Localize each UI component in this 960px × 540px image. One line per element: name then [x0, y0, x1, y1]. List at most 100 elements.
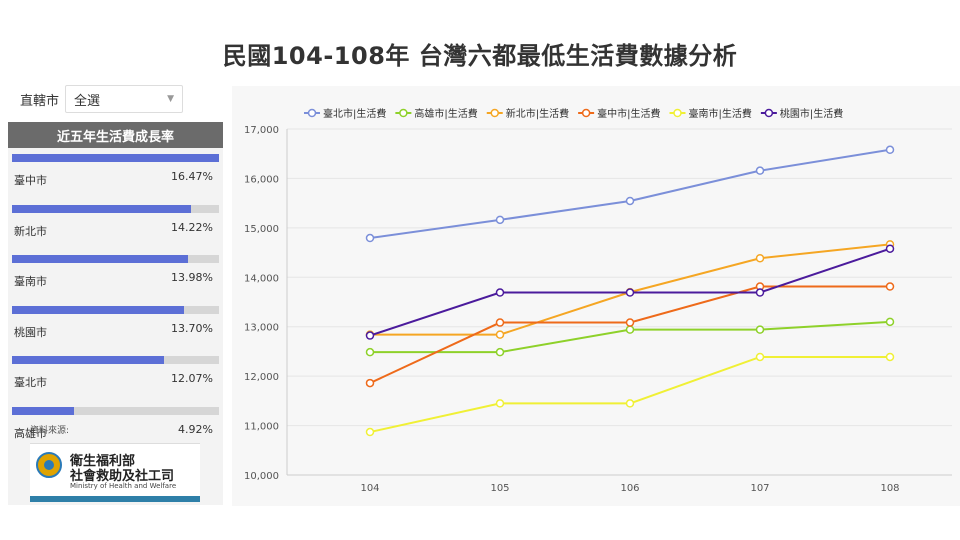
data-point — [625, 399, 635, 408]
rate-value: 13.98% — [171, 271, 213, 284]
y-tick-label: 17,000 — [244, 125, 279, 136]
x-tick-label: 108 — [880, 483, 899, 494]
data-point — [365, 427, 375, 437]
y-tick-label: 10,000 — [244, 471, 279, 482]
y-tick-label: 13,000 — [244, 323, 279, 334]
x-tick-label: 104 — [360, 483, 379, 494]
legend-label: 新北市|生活費 — [506, 107, 569, 120]
rate-bar — [12, 154, 219, 162]
data-point — [495, 288, 505, 297]
page-title: 民國104-108年 台灣六都最低生活費數據分析 — [222, 42, 738, 70]
growth-rate-list: 臺中市 16.47% 新北市 14.22% 臺南市 13.98% 桃園市 13.… — [8, 148, 223, 455]
rate-item: 新北市 14.22% — [12, 204, 219, 254]
logo-org-name: 衛生福利部 — [70, 454, 136, 469]
rate-item: 臺北市 12.07% — [12, 356, 219, 405]
data-point — [885, 145, 895, 155]
rate-bar-fill — [12, 305, 185, 314]
data-point — [495, 330, 505, 339]
legend-swatch-marker — [399, 108, 408, 118]
city-filter: 直轄市 全選 ▼ — [8, 84, 184, 114]
data-point — [625, 288, 635, 297]
rate-city-name: 臺北市 — [14, 376, 47, 389]
rate-bar — [12, 305, 219, 314]
x-tick-label: 106 — [620, 483, 639, 494]
rate-city-name: 新北市 — [14, 224, 47, 238]
city-select-value: 全選 — [74, 93, 101, 109]
legend-label: 臺中市|生活費 — [597, 107, 660, 120]
ministry-logo: 衛生福利部 社會救助及社工司 Ministry of Health and We… — [30, 443, 200, 502]
chevron-down-icon: ▼ — [167, 94, 175, 104]
data-point — [885, 244, 895, 253]
ministry-emblem-icon — [36, 452, 62, 478]
rate-bar-fill — [12, 406, 74, 415]
series-line — [369, 355, 890, 434]
y-tick-label: 11,000 — [244, 422, 279, 433]
legend-label: 臺南市|生活費 — [689, 107, 752, 120]
growth-rate-panel: 近五年生活費成長率 臺中市 16.47% 新北市 14.22% 臺南市 13.9… — [8, 122, 223, 505]
x-tick-label: 107 — [750, 483, 769, 494]
data-point — [885, 317, 895, 327]
rate-bar — [12, 255, 219, 263]
rate-bar — [12, 406, 219, 415]
data-point — [755, 166, 765, 175]
series-line — [369, 148, 891, 240]
data-point — [625, 318, 635, 327]
legend-swatch-marker — [764, 108, 774, 118]
data-point — [365, 331, 375, 340]
city-select[interactable]: 全選 ▼ — [65, 85, 184, 113]
legend-label: 臺北市|生活費 — [323, 107, 386, 120]
y-tick-label: 15,000 — [244, 224, 279, 235]
y-tick-label: 16,000 — [244, 174, 279, 185]
rate-bar — [12, 204, 219, 213]
rate-city-name: 高雄市 — [14, 426, 47, 440]
rate-city-name: 臺南市 — [14, 275, 47, 288]
rate-bar-fill — [12, 204, 191, 213]
rate-city-name: 臺中市 — [14, 174, 47, 187]
data-point — [495, 215, 505, 225]
rate-item: 桃園市 13.70% — [12, 305, 219, 355]
data-point — [495, 318, 505, 327]
data-point — [755, 288, 765, 297]
logo-english-name: Ministry of Health and Welfare — [70, 482, 177, 490]
logo-dept-name: 社會救助及社工司 — [70, 469, 175, 484]
rate-item: 臺中市 16.47% — [12, 154, 219, 203]
rate-bar-fill — [12, 154, 219, 162]
x-tick-label: 105 — [490, 483, 509, 494]
rate-value: 12.07% — [171, 372, 213, 385]
rate-bar — [12, 356, 219, 364]
rate-item: 高雄市 4.92% — [12, 406, 219, 456]
data-point — [495, 347, 505, 357]
y-tick-label: 12,000 — [244, 372, 279, 383]
rate-value: 14.22% — [171, 220, 213, 234]
line-chart: 10,000 11,000 12,000 13,000 14,000 15,000 16,0… — [232, 86, 960, 506]
legend-label: 桃園市|生活費 — [780, 107, 843, 120]
data-point — [495, 399, 505, 408]
legend-swatch-marker — [673, 108, 682, 118]
source-label: 資料來源: — [30, 426, 70, 436]
legend-label: 高雄市|生活費 — [414, 107, 477, 120]
data-point — [625, 325, 635, 334]
data-point — [885, 352, 895, 362]
data-point — [625, 196, 635, 206]
legend-swatch-marker — [490, 108, 499, 118]
data-point — [365, 347, 375, 357]
data-point — [755, 352, 765, 362]
rate-bar-fill — [12, 255, 188, 263]
rate-value: 13.70% — [171, 321, 213, 335]
data-point — [755, 254, 765, 263]
rate-item: 臺南市 13.98% — [12, 255, 219, 304]
legend-swatch-marker — [307, 108, 317, 118]
rate-value: 16.47% — [171, 170, 213, 183]
city-filter-label: 直轄市 — [20, 93, 60, 109]
rate-value: 4.92% — [178, 422, 213, 436]
growth-rate-title: 近五年生活費成長率 — [8, 122, 223, 148]
y-tick-label: 14,000 — [244, 273, 279, 284]
data-point — [755, 325, 765, 334]
logo-strip — [30, 496, 200, 502]
data-point — [885, 282, 895, 291]
data-point — [365, 233, 375, 243]
line-chart-svg: 10,000 11,000 12,000 13,000 14,000 15,000 16,0… — [244, 107, 952, 494]
rate-bar-fill — [12, 356, 164, 364]
rate-city-name: 桃園市 — [14, 325, 47, 339]
legend-swatch-marker — [581, 108, 591, 118]
